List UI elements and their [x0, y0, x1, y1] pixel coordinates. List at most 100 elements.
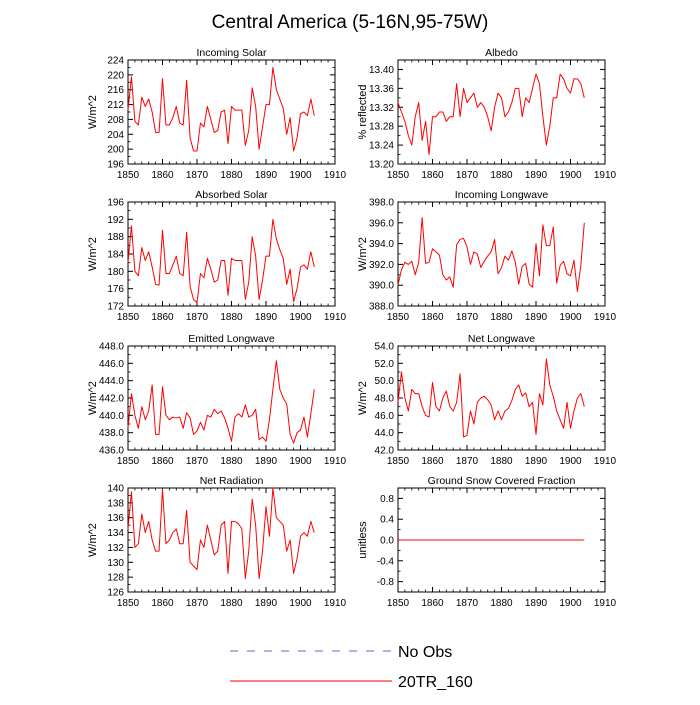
panel-title: Ground Snow Covered Fraction [428, 475, 576, 487]
y-tick-label: 192 [107, 215, 124, 226]
y-tick-label: 13.36 [369, 84, 394, 95]
y-axis-label: W/m^2 [87, 523, 99, 557]
legend-item-20tr-160: 20TR_160 [230, 674, 473, 691]
y-tick-label: -0.4 [377, 556, 395, 567]
panel-title: Absorbed Solar [195, 189, 268, 201]
x-tick-label: 1890 [525, 598, 548, 609]
x-tick-label: 1890 [525, 312, 548, 323]
x-tick-label: 1870 [456, 312, 479, 323]
y-tick-label: 446.0 [99, 359, 124, 370]
y-axis-label: W/m^2 [357, 237, 369, 271]
x-tick-label: 1850 [387, 456, 410, 467]
x-tick-label: 1880 [220, 312, 243, 323]
y-tick-label: 200 [107, 145, 124, 156]
y-tick-label: 398.0 [369, 198, 394, 209]
x-tick-label: 1890 [255, 456, 278, 467]
plot-frame [397, 201, 606, 307]
legend: No Obs 20TR_160 [230, 644, 473, 691]
x-tick-label: 1870 [186, 456, 209, 467]
x-tick-label: 1890 [255, 312, 278, 323]
series-line-20tr-160 [127, 360, 315, 444]
y-axis-label: W/m^2 [357, 381, 369, 415]
y-tick-label: 13.24 [369, 141, 394, 152]
y-tick-label: 396.0 [369, 218, 394, 229]
x-tick-label: 1860 [151, 312, 174, 323]
x-tick-label: 1860 [151, 456, 174, 467]
y-axis-label: W/m^2 [87, 237, 99, 271]
x-tick-label: 1880 [490, 456, 513, 467]
panels: Incoming Solar 1850 1860 1870 1880 1890 1900 19… [87, 47, 617, 609]
y-tick-label: 0.0 [380, 536, 394, 547]
x-tick-label: 1870 [186, 598, 209, 609]
y-tick-label: 172 [107, 302, 124, 313]
panel-net-radiation: Net Radiation 1850 1860 1870 1880 1890 1900 191… [87, 475, 347, 609]
y-tick-label: 13.20 [369, 160, 394, 171]
y-tick-label: 130 [107, 558, 124, 569]
panel-net-longwave: Net Longwave 1850 1860 1870 1880 1890 1900 1910… [357, 333, 617, 467]
y-tick-label: 216 [107, 85, 124, 96]
y-tick-label: 176 [107, 284, 124, 295]
y-tick-label: 42.0 [375, 446, 395, 457]
x-tick-label: 1870 [456, 598, 479, 609]
panel-title: Net Radiation [200, 475, 264, 487]
x-tick-label: 1870 [186, 170, 209, 181]
x-tick-label: 1900 [559, 598, 582, 609]
y-axis-label: W/m^2 [87, 95, 99, 129]
y-tick-label: 184 [107, 250, 124, 261]
panel-incoming-solar: Incoming Solar 1850 1860 1870 1880 1890 1900 19… [87, 47, 347, 181]
x-tick-label: 1850 [117, 598, 140, 609]
x-tick-label: 1890 [255, 598, 278, 609]
x-tick-label: 1900 [289, 170, 312, 181]
x-tick-label: 1850 [387, 312, 410, 323]
x-tick-label: 1900 [559, 312, 582, 323]
x-tick-label: 1880 [220, 456, 243, 467]
y-tick-label: 212 [107, 100, 124, 111]
y-tick-label: 220 [107, 70, 124, 81]
figure-title: Central America (5-16N,95-75W) [212, 12, 489, 33]
legend-label: 20TR_160 [398, 674, 473, 691]
y-tick-label: 204 [107, 130, 124, 141]
plot-frame [127, 487, 336, 593]
y-tick-label: 0.4 [380, 515, 394, 526]
y-axis-label: unitless [357, 521, 369, 559]
plot-frame [127, 201, 336, 307]
y-tick-label: 448.0 [99, 342, 124, 353]
x-tick-label: 1900 [289, 312, 312, 323]
x-tick-label: 1900 [559, 170, 582, 181]
y-tick-label: 440.0 [99, 411, 124, 422]
panel-ground-snow-covered-fraction: Ground Snow Covered Fraction 1850 1860 1870… [357, 475, 617, 609]
y-tick-label: 13.32 [369, 103, 394, 114]
series-line-20tr-160 [127, 487, 315, 580]
x-tick-label: 1880 [220, 598, 243, 609]
plot-frame [397, 345, 606, 451]
panel-absorbed-solar: Absorbed Solar 1850 1860 1870 1880 1890 1900 19… [87, 189, 347, 323]
y-tick-label: 196 [107, 198, 124, 209]
y-tick-label: 188 [107, 232, 124, 243]
y-tick-label: 390.0 [369, 281, 394, 292]
legend-item-no-obs: No Obs [230, 644, 452, 661]
y-tick-label: 13.28 [369, 122, 394, 133]
y-tick-label: -0.8 [377, 577, 395, 588]
x-tick-label: 1910 [324, 456, 347, 467]
legend-label: No Obs [398, 644, 452, 661]
x-tick-label: 1880 [490, 170, 513, 181]
y-tick-label: 392.0 [369, 260, 394, 271]
y-tick-label: 46.0 [375, 411, 395, 422]
y-tick-label: 438.0 [99, 428, 124, 439]
y-tick-label: 444.0 [99, 376, 124, 387]
panel-albedo: Albedo 1850 1860 1870 1880 1890 1900 1910 13.20 1… [357, 47, 617, 181]
x-tick-label: 1890 [525, 456, 548, 467]
y-tick-label: 208 [107, 115, 124, 126]
x-tick-label: 1860 [421, 456, 444, 467]
panel-emitted-longwave: Emitted Longwave 1850 1860 1870 1880 1890 1900… [87, 333, 347, 467]
x-tick-label: 1870 [186, 312, 209, 323]
x-tick-label: 1910 [594, 312, 617, 323]
x-tick-label: 1860 [421, 598, 444, 609]
y-tick-label: 388.0 [369, 302, 394, 313]
series-line-20tr-160 [397, 73, 585, 156]
y-axis-label: W/m^2 [87, 381, 99, 415]
x-tick-label: 1900 [559, 456, 582, 467]
x-tick-label: 1910 [594, 456, 617, 467]
x-tick-label: 1870 [456, 170, 479, 181]
series-line-20tr-160 [127, 218, 315, 304]
